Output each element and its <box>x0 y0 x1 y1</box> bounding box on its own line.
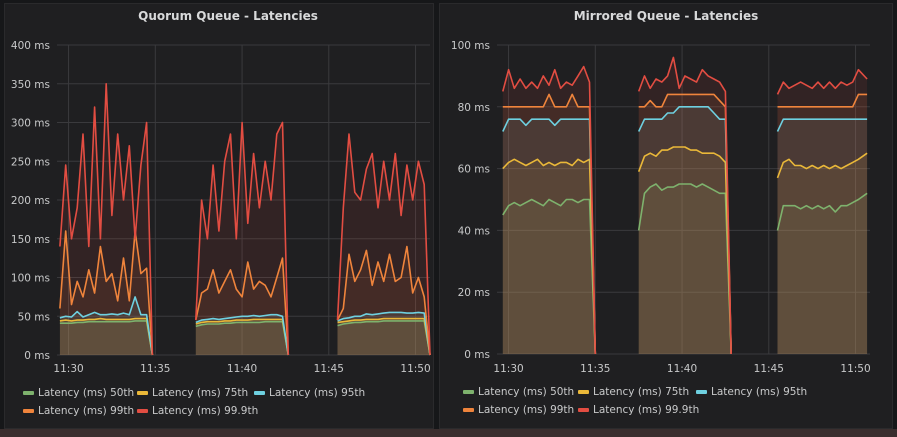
series-area-2 <box>59 296 431 355</box>
legend-swatch <box>696 390 707 394</box>
y-tick-label: 60 ms <box>458 164 490 176</box>
y-tick-label: 0 ms <box>24 350 50 362</box>
legend-item[interactable]: Latency (ms) 99.9th <box>578 404 699 416</box>
legend-label: Latency (ms) 99.9th <box>593 404 700 416</box>
series-line-2 <box>59 296 431 356</box>
legend-label: Latency (ms) 99th <box>38 405 135 417</box>
series-line-1 <box>502 146 868 355</box>
series-line-3 <box>59 230 431 356</box>
legend-label: Latency (ms) 99th <box>478 404 575 416</box>
legend-item[interactable]: Latency (ms) 99th <box>23 405 134 417</box>
bottom-border <box>0 429 897 437</box>
legend-label: Latency (ms) 95th <box>711 386 808 398</box>
y-tick-label: 250 ms <box>11 156 50 168</box>
y-tick-label: 80 ms <box>458 102 490 114</box>
x-tick-label: 11:30 <box>493 363 523 375</box>
series-line-0 <box>59 320 431 356</box>
legend-item[interactable]: Latency (ms) 95th <box>696 386 807 398</box>
series-line-4 <box>59 83 431 356</box>
series-area-0 <box>59 320 431 355</box>
series-area-4 <box>502 57 868 355</box>
legend-item[interactable]: Latency (ms) 99.9th <box>137 405 258 417</box>
y-tick-label: 300 ms <box>11 118 50 130</box>
x-tick-label: 11:30 <box>53 363 83 375</box>
legend-label: Latency (ms) 50th <box>478 386 575 398</box>
x-tick-label: 11:45 <box>314 363 344 375</box>
legend-item[interactable]: Latency (ms) 50th <box>23 387 134 399</box>
legend-swatch <box>137 391 148 395</box>
series-line-3 <box>502 93 868 355</box>
x-tick-label: 11:40 <box>227 363 257 375</box>
x-tick-label: 11:35 <box>140 363 170 375</box>
x-tick-label: 11:50 <box>840 363 870 375</box>
series-area-4 <box>59 83 431 356</box>
legend-label: Latency (ms) 99.9th <box>152 405 259 417</box>
quorum-panel-title[interactable]: Quorum Queue - Latencies <box>138 9 318 23</box>
legend-swatch <box>254 391 265 395</box>
series-area-3 <box>502 94 868 355</box>
legend-swatch <box>578 390 589 394</box>
series-area-1 <box>59 318 431 355</box>
y-tick-label: 100 ms <box>451 40 490 52</box>
legend-item[interactable]: Latency (ms) 99th <box>463 404 574 416</box>
legend-swatch <box>463 408 474 412</box>
y-tick-label: 200 ms <box>11 195 50 207</box>
x-tick-label: 11:40 <box>667 363 697 375</box>
legend-label: Latency (ms) 75th <box>593 386 690 398</box>
legend-item[interactable]: Latency (ms) 50th <box>463 386 574 398</box>
series-line-4 <box>502 56 868 355</box>
x-tick-label: 11:35 <box>580 363 610 375</box>
series-line-2 <box>502 106 868 355</box>
legend-swatch <box>463 390 474 394</box>
y-tick-label: 40 ms <box>458 225 490 237</box>
series-line-1 <box>59 317 431 356</box>
series-area-2 <box>502 106 868 354</box>
y-tick-label: 150 ms <box>11 234 50 246</box>
series-line-0 <box>502 183 868 355</box>
x-tick-label: 11:45 <box>754 363 784 375</box>
legend-swatch <box>137 409 148 413</box>
y-tick-label: 100 ms <box>11 273 50 285</box>
series-area-3 <box>59 231 431 355</box>
y-tick-label: 20 ms <box>458 287 490 299</box>
legend-swatch <box>23 391 34 395</box>
y-tick-label: 50 ms <box>18 311 50 323</box>
x-tick-label: 11:50 <box>400 363 430 375</box>
y-tick-label: 0 ms <box>464 349 490 361</box>
legend-item[interactable]: Latency (ms) 95th <box>254 387 365 399</box>
series-area-0 <box>502 184 868 354</box>
legend-item[interactable]: Latency (ms) 75th <box>578 386 689 398</box>
series-area-1 <box>502 147 868 354</box>
legend-swatch <box>23 409 34 413</box>
y-tick-label: 350 ms <box>11 79 50 91</box>
legend-label: Latency (ms) 75th <box>152 387 249 399</box>
legend-swatch <box>578 408 589 412</box>
legend-item[interactable]: Latency (ms) 75th <box>137 387 248 399</box>
legend-label: Latency (ms) 95th <box>269 387 366 399</box>
mirrored-panel-title[interactable]: Mirrored Queue - Latencies <box>573 9 759 23</box>
y-tick-label: 400 ms <box>11 40 50 52</box>
mirrored-queue-panel <box>439 3 893 429</box>
legend-label: Latency (ms) 50th <box>38 387 135 399</box>
